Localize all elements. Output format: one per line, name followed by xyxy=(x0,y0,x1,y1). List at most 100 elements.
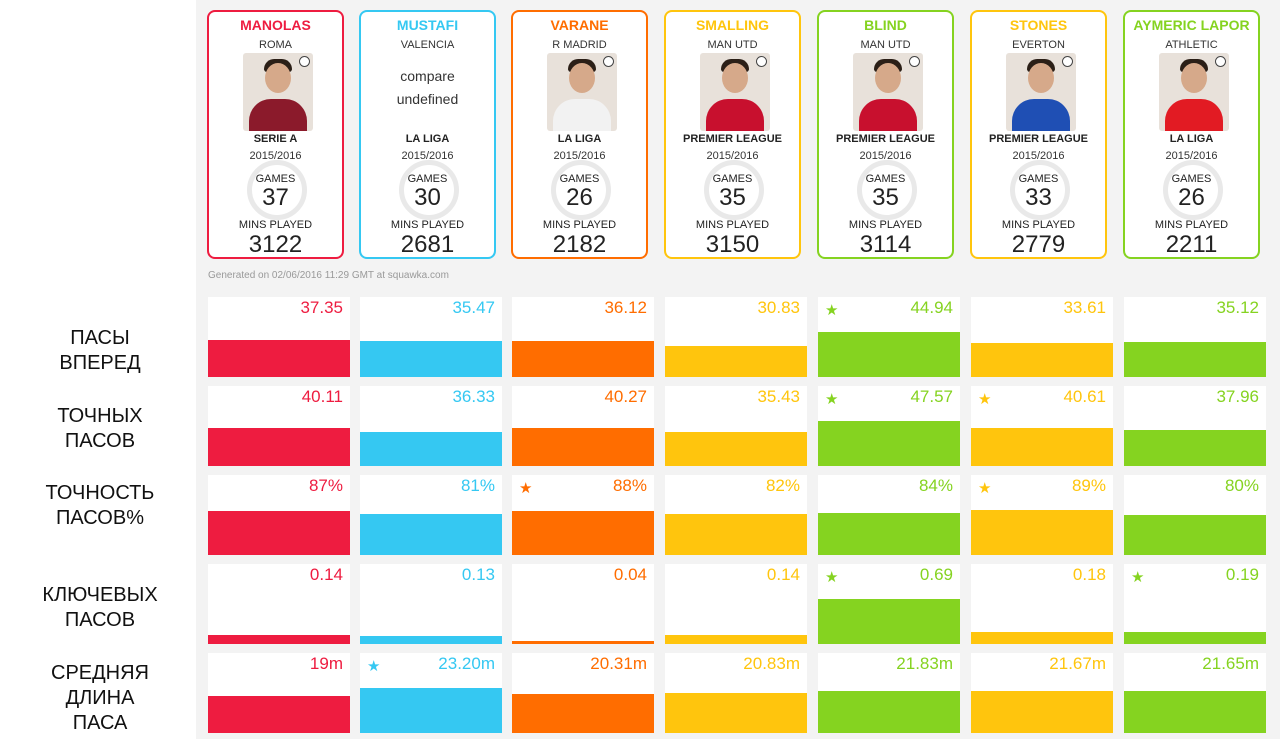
stat-cell: 21.83m xyxy=(818,653,960,733)
generated-note: Generated on 02/06/2016 11:29 GMT at squ… xyxy=(208,270,449,281)
stat-cell: 37.35 xyxy=(208,297,350,377)
stat-value: 0.14 xyxy=(309,565,343,584)
compare-badge-icon xyxy=(299,56,310,67)
stat-bar xyxy=(665,514,807,555)
stat-cell: 23.20m ★ xyxy=(360,653,502,733)
stat-bar xyxy=(512,428,654,466)
stat-cell: 40.27 xyxy=(512,386,654,466)
games-ring xyxy=(399,160,459,220)
stat-row-label: ТОЧНОСТЬ ПАСОВ% xyxy=(45,482,155,529)
stat-bar xyxy=(208,428,350,466)
stat-value: 0.18 xyxy=(1072,565,1106,584)
stat-cell: 0.14 xyxy=(665,564,807,644)
games-ring xyxy=(551,160,611,220)
stat-value: 37.35 xyxy=(300,298,343,317)
player-club: ATHLETIC xyxy=(1165,39,1218,51)
mins-value: 3122 xyxy=(248,231,303,258)
mins-value: 3150 xyxy=(705,231,760,258)
stat-bar xyxy=(971,632,1113,644)
stat-cell: 0.14 xyxy=(208,564,350,644)
stat-value: 89% xyxy=(1071,476,1106,495)
best-star-icon: ★ xyxy=(519,480,533,497)
compare-badge-icon xyxy=(1215,56,1226,67)
games-value: 26 xyxy=(1178,184,1205,211)
stat-cell: 0.18 xyxy=(971,564,1113,644)
player-photo xyxy=(243,53,313,131)
games-label: GAMES xyxy=(1171,173,1212,185)
left-label-panel xyxy=(0,0,196,739)
mins-label: MINS PLAYED xyxy=(542,219,617,231)
player-season: 2015/2016 xyxy=(553,150,606,162)
photo-shirt xyxy=(553,99,611,131)
best-star-icon: ★ xyxy=(978,480,992,497)
stat-value: 47.57 xyxy=(910,387,953,406)
games-ring xyxy=(704,160,764,220)
stat-bar xyxy=(971,428,1113,466)
mins-label: MINS PLAYED xyxy=(1154,219,1229,231)
stat-bar xyxy=(665,635,807,644)
mins-value: 2681 xyxy=(400,231,455,258)
player-league: LA LIGA xyxy=(405,133,450,145)
player-club: R MADRID xyxy=(552,39,607,51)
stat-row-label: ПАСЫ ВПЕРЕД xyxy=(59,327,141,374)
stat-value: 20.31m xyxy=(590,654,647,673)
stat-value: 36.12 xyxy=(604,298,647,317)
best-star-icon: ★ xyxy=(1131,569,1145,586)
stat-value: 81% xyxy=(460,476,495,495)
photo-shirt xyxy=(859,99,917,131)
stat-value: 21.65m xyxy=(1202,654,1259,673)
player-name: MUSTAFI xyxy=(396,17,459,33)
stat-bar xyxy=(818,513,960,555)
stat-cell: 84% xyxy=(818,475,960,555)
photo-head xyxy=(875,63,901,93)
player-season: 2015/2016 xyxy=(706,150,759,162)
stat-cell: 21.67m xyxy=(971,653,1113,733)
stat-cell: 36.33 xyxy=(360,386,502,466)
games-label: GAMES xyxy=(1018,173,1059,185)
photo-shirt xyxy=(706,99,764,131)
stat-bar xyxy=(1124,342,1266,377)
stat-value: 87% xyxy=(308,476,343,495)
stat-bar xyxy=(512,511,654,555)
stat-bar xyxy=(818,332,960,377)
games-ring xyxy=(857,160,917,220)
stat-value: 82% xyxy=(765,476,800,495)
games-label: GAMES xyxy=(712,173,753,185)
mins-value: 2211 xyxy=(1165,231,1218,258)
games-label: GAMES xyxy=(865,173,906,185)
player-name: SMALLING xyxy=(695,17,770,33)
player-photo xyxy=(547,53,617,131)
mins-value: 3114 xyxy=(859,231,912,258)
photo-head xyxy=(722,63,748,93)
stat-bar xyxy=(971,691,1113,733)
stat-bar xyxy=(971,510,1113,555)
stat-value: 36.33 xyxy=(452,387,495,406)
stat-cell: 19m xyxy=(208,653,350,733)
best-star-icon: ★ xyxy=(825,302,839,319)
stat-value: 35.43 xyxy=(757,387,800,406)
best-star-icon: ★ xyxy=(978,391,992,408)
mins-label: MINS PLAYED xyxy=(1001,219,1076,231)
best-star-icon: ★ xyxy=(367,658,381,675)
mins-value: 2779 xyxy=(1011,231,1066,258)
photo-shirt xyxy=(1012,99,1070,131)
games-value: 33 xyxy=(1025,184,1052,211)
games-ring xyxy=(1010,160,1070,220)
games-value: 30 xyxy=(414,184,441,211)
stat-cell: 44.94 ★ xyxy=(818,297,960,377)
games-value: 35 xyxy=(719,184,746,211)
stat-value: 21.67m xyxy=(1049,654,1106,673)
stat-cell: 36.12 xyxy=(512,297,654,377)
games-label: GAMES xyxy=(255,173,296,185)
stat-bar xyxy=(208,635,350,644)
compare-badge-icon xyxy=(1062,56,1073,67)
stat-cell: 0.69 ★ xyxy=(818,564,960,644)
stat-bar xyxy=(208,511,350,555)
stat-bar xyxy=(360,688,502,733)
stat-bar xyxy=(818,599,960,644)
stat-bar xyxy=(512,641,654,644)
player-club: EVERTON xyxy=(1012,39,1065,51)
stat-bar xyxy=(360,514,502,555)
stat-value: 19m xyxy=(309,654,343,673)
player-league: LA LIGA xyxy=(557,133,602,145)
